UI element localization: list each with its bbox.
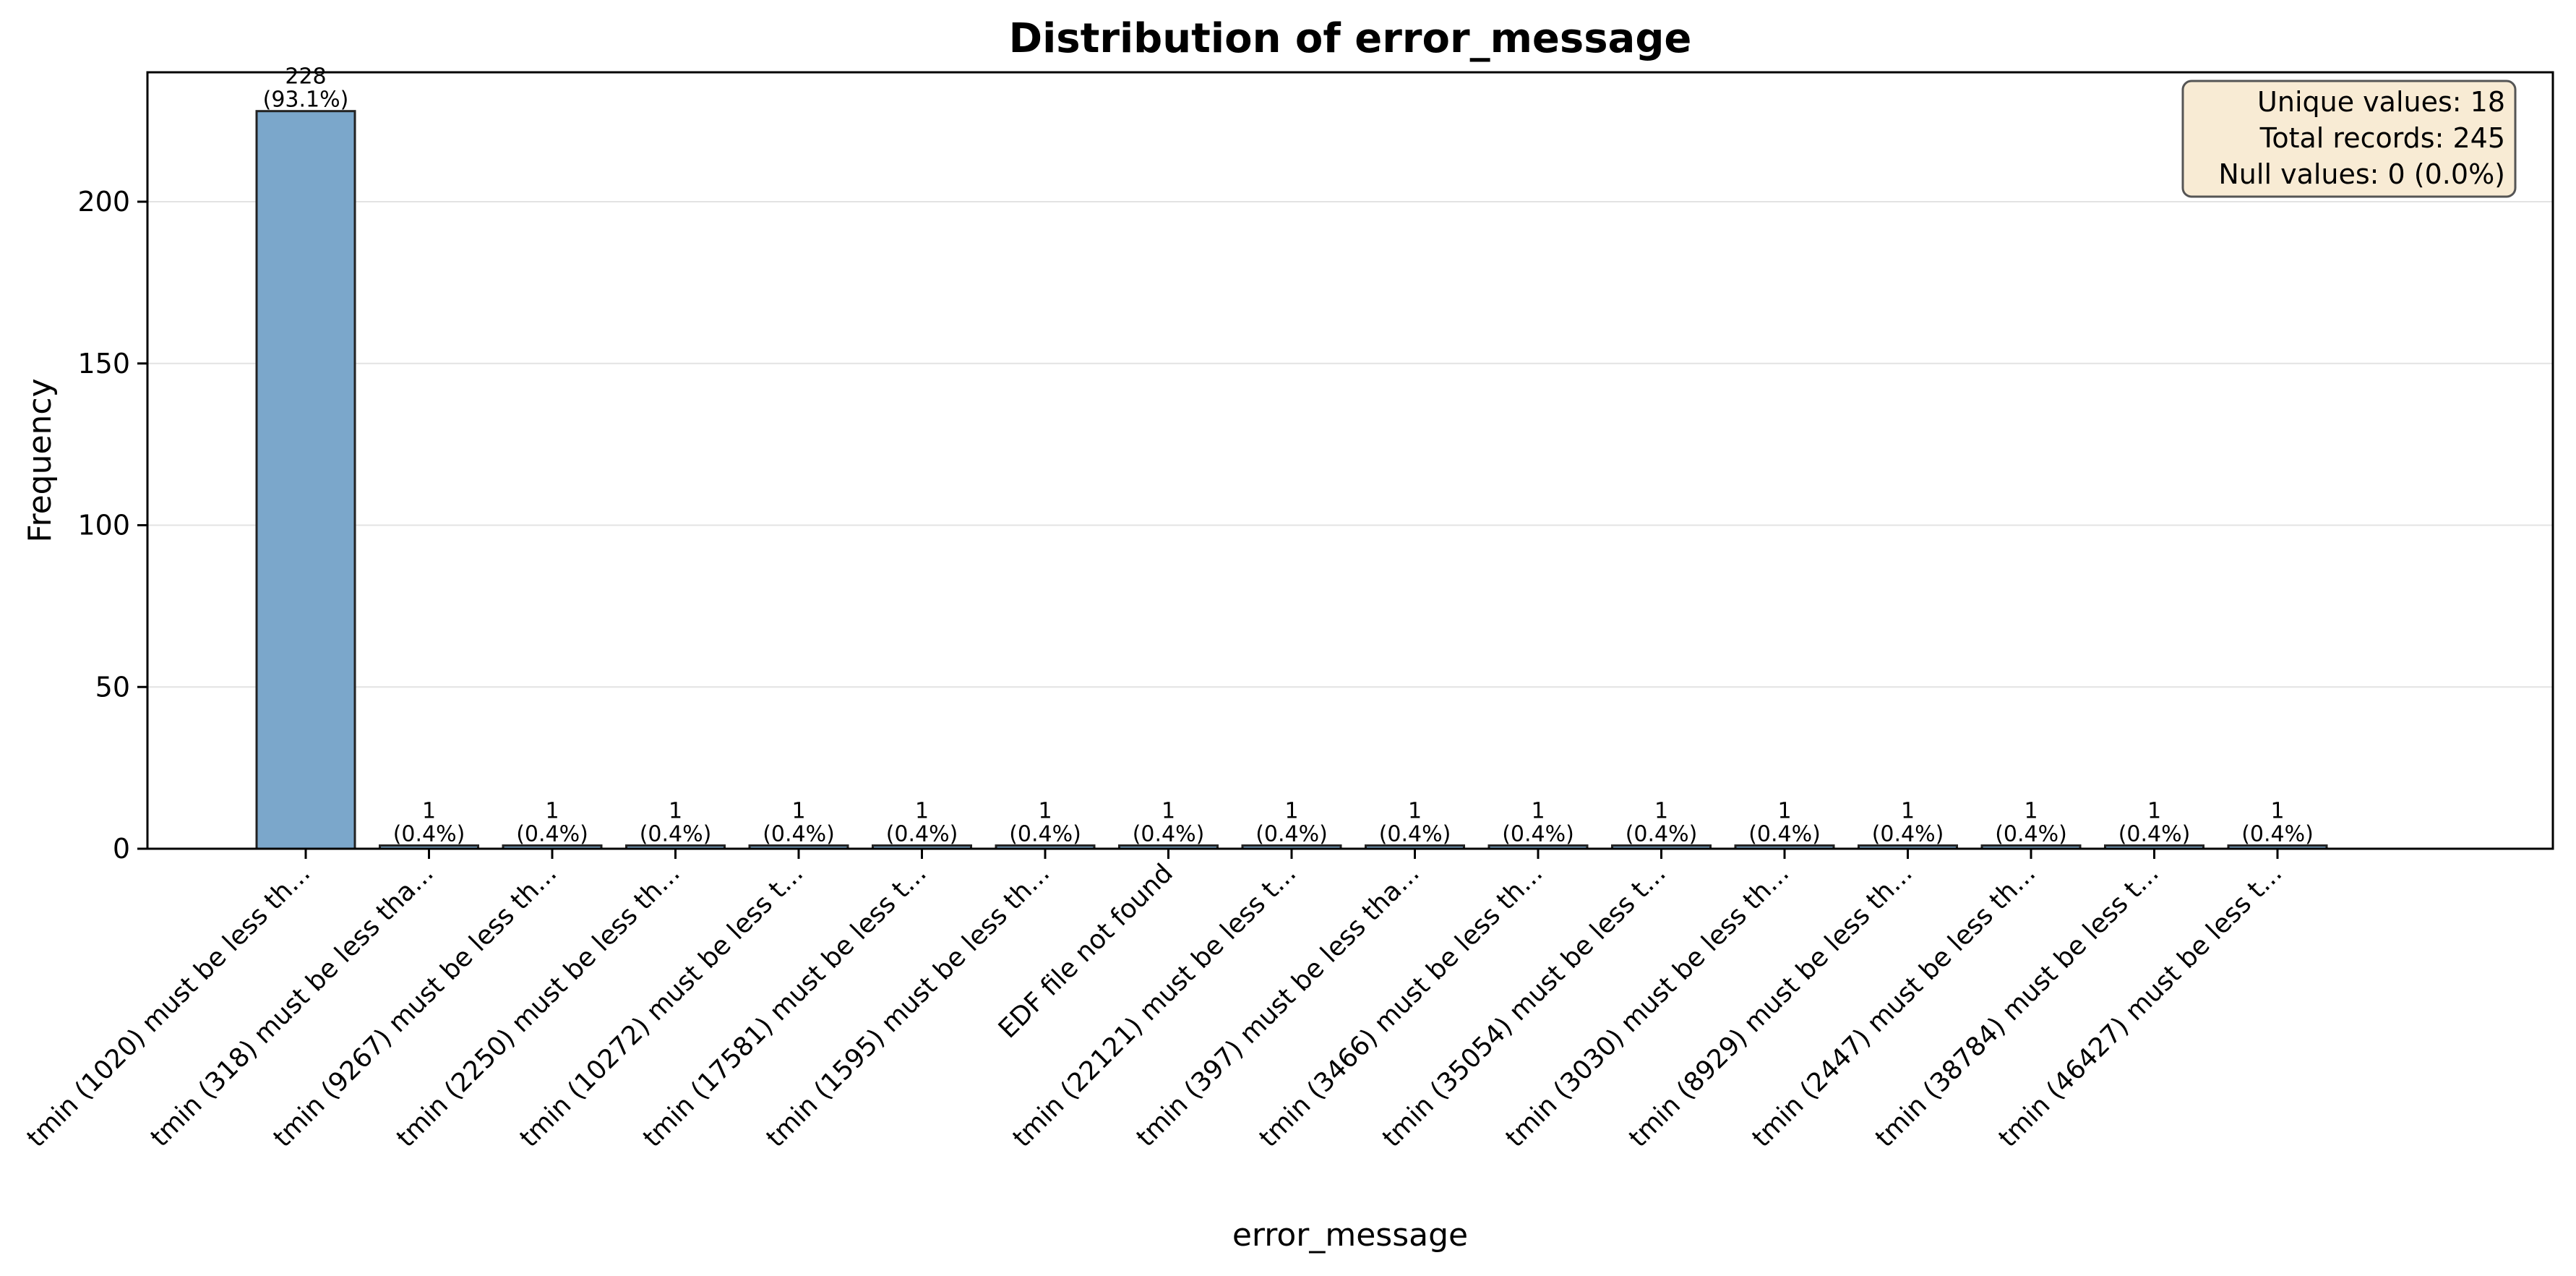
bar-value-label: 1 (1284, 799, 1298, 824)
bar-percent-label: (0.4%) (640, 822, 712, 847)
y-tick-label: 0 (113, 833, 130, 865)
bar-value-label: 1 (1777, 799, 1791, 824)
stats-null-values: Null values: 0 (0.0%) (2218, 158, 2505, 190)
bars (255, 110, 2328, 850)
bar-percent-label: (0.4%) (1133, 822, 1205, 847)
bar-percent-label: (0.4%) (1009, 822, 1081, 847)
bar-percent-label: (93.1%) (263, 87, 349, 113)
stats-total-records: Total records: 245 (2259, 122, 2505, 154)
y-tick-label: 50 (95, 671, 130, 703)
bar-value-label: 1 (2270, 799, 2284, 824)
bar-value-label: 1 (1038, 799, 1052, 824)
bar-value-label: 1 (2024, 799, 2038, 824)
bar-percent-label: (0.4%) (1626, 822, 1698, 847)
bar-percent-label: (0.4%) (1748, 822, 1821, 847)
bar-value-label: 1 (1408, 799, 1422, 824)
y-tick-label: 100 (77, 510, 130, 541)
bar-value-label: 228 (285, 64, 326, 90)
chart-title: Distribution of error_message (1009, 15, 1692, 62)
bar-percent-label: (0.4%) (1379, 822, 1451, 847)
bar-value-label: 1 (915, 799, 929, 824)
plot-frame (146, 71, 2554, 850)
bar-value-label: 1 (2147, 799, 2161, 824)
bar-value-label: 1 (791, 799, 805, 824)
y-axis: 0 50 100 150 200 (77, 186, 147, 865)
bar-percent-label: (0.4%) (1995, 822, 2067, 847)
y-axis-label: Frequency (22, 378, 59, 542)
bar-value-label: 1 (1654, 799, 1668, 824)
gridlines (147, 201, 2553, 688)
y-tick-label: 150 (77, 348, 130, 380)
y-tick-label: 200 (77, 186, 130, 218)
bar-percent-label: (0.4%) (2241, 822, 2314, 847)
bar-percent-label: (0.4%) (1872, 822, 1944, 847)
bar-percent-label: (0.4%) (763, 822, 835, 847)
bar-percent-label: (0.4%) (516, 822, 588, 847)
bar (255, 110, 356, 850)
bar-value-label: 1 (1531, 799, 1545, 824)
bar-value-label: 1 (422, 799, 436, 824)
bar-labels: 228(93.1%)1(0.4%)1(0.4%)1(0.4%)1(0.4%)1(… (263, 64, 2314, 847)
bar-value-label: 1 (1162, 799, 1175, 824)
bar-value-label: 1 (1901, 799, 1915, 824)
bar-percent-label: (0.4%) (1255, 822, 1328, 847)
stats-box-background (2181, 80, 2517, 198)
stats-box: Unique values: 18 Total records: 245 Nul… (2181, 80, 2517, 198)
bar-value-label: 1 (669, 799, 682, 824)
x-axis: tmin (1020) must be less th...tmin (318)… (22, 849, 2288, 1153)
bar-value-label: 1 (545, 799, 559, 824)
bar-percent-label: (0.4%) (886, 822, 958, 847)
bar-percent-label: (0.4%) (1502, 822, 1574, 847)
stats-unique-values: Unique values: 18 (2257, 86, 2505, 118)
bar-percent-label: (0.4%) (393, 822, 465, 847)
bar-percent-label: (0.4%) (2118, 822, 2191, 847)
x-axis-label: error_message (1232, 1217, 1468, 1254)
